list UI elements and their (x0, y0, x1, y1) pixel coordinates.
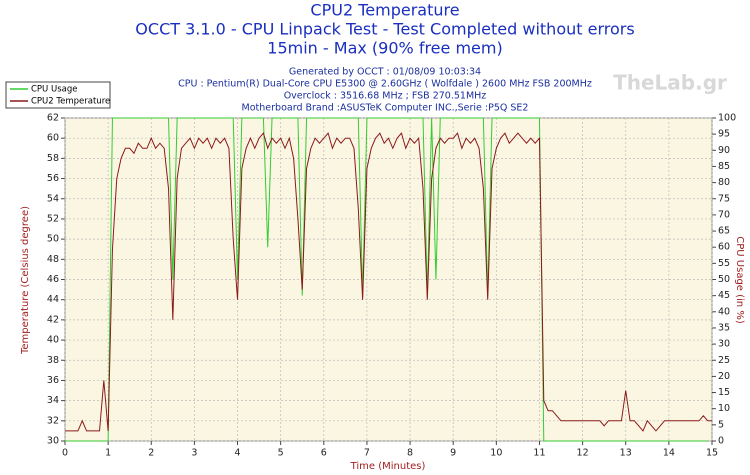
subtitle-line: Motherboard Brand :ASUSTeK Computer INC.… (242, 103, 529, 114)
y2-axis-label: CPU Usage (in %) (734, 236, 745, 324)
legend-label: CPU Usage (31, 85, 77, 95)
y-tick-label: 58 (47, 153, 59, 164)
chart-title-line: 15min - Max (90% free mem) (267, 39, 502, 58)
y-tick-label: 54 (47, 193, 59, 204)
y-tick-label: 34 (47, 395, 59, 406)
y2-tick-label: 100 (718, 113, 736, 124)
x-tick-label: 15 (706, 448, 718, 459)
x-tick-label: 14 (663, 448, 675, 459)
y2-tick-label: 30 (718, 339, 730, 350)
x-tick-label: 13 (620, 448, 632, 459)
x-tick-label: 1 (105, 448, 111, 459)
x-tick-label: 4 (235, 448, 241, 459)
y2-tick-label: 5 (718, 419, 724, 430)
y2-tick-label: 85 (718, 161, 730, 172)
x-tick-label: 8 (407, 448, 413, 459)
y-tick-label: 60 (47, 133, 59, 144)
y2-tick-label: 10 (718, 403, 730, 414)
y-tick-label: 52 (47, 213, 59, 224)
x-tick-label: 9 (450, 448, 456, 459)
y2-tick-label: 35 (718, 322, 730, 333)
y2-tick-label: 80 (718, 177, 730, 188)
x-tick-label: 7 (364, 448, 370, 459)
y-tick-label: 38 (47, 355, 59, 366)
chart-title-line: OCCT 3.1.0 - CPU Linpack Test - Test Com… (135, 20, 634, 39)
y2-tick-label: 95 (718, 129, 730, 140)
y-tick-label: 36 (47, 375, 59, 386)
y-tick-label: 46 (47, 274, 59, 285)
x-tick-label: 5 (278, 448, 284, 459)
y2-tick-label: 50 (718, 274, 730, 285)
y2-tick-label: 15 (718, 387, 730, 398)
y2-tick-label: 25 (718, 355, 730, 366)
chart-title: CPU2 Temperature (310, 1, 459, 20)
x-tick-label: 0 (62, 448, 68, 459)
y-tick-label: 32 (47, 415, 59, 426)
x-tick-label: 12 (577, 448, 589, 459)
y2-tick-label: 45 (718, 290, 730, 301)
legend-box (5, 81, 111, 109)
y-axis-label: Temperature (Celsius degree) (20, 206, 31, 355)
y-tick-label: 30 (47, 436, 59, 447)
y-tick-label: 50 (47, 234, 59, 245)
legend-label: CPU2 Temperature (31, 97, 110, 107)
y-tick-label: 42 (47, 314, 59, 325)
subtitle-line: Overclock : 3516.68 MHz ; FSB 270.51MHz (284, 91, 487, 102)
y-tick-label: 48 (47, 254, 59, 265)
series-line (65, 117, 708, 442)
y-tick-label: 56 (47, 173, 59, 184)
y2-tick-label: 70 (718, 209, 730, 220)
subtitle-line: Generated by OCCT : 01/08/09 10:03:34 (289, 67, 481, 78)
subtitle-line: CPU : Pentium(R) Dual-Core CPU E5300 @ 2… (178, 79, 592, 90)
x-tick-label: 10 (490, 448, 502, 459)
x-tick-label: 3 (191, 448, 197, 459)
series-line (65, 132, 712, 432)
y2-tick-label: 55 (718, 258, 730, 269)
y-tick-label: 44 (47, 294, 59, 305)
y-tick-label: 40 (47, 335, 59, 346)
y2-tick-label: 90 (718, 145, 730, 156)
y2-tick-label: 0 (718, 436, 724, 447)
x-tick-label: 11 (533, 448, 545, 459)
x-axis-label: Time (Minutes) (350, 461, 426, 472)
y2-tick-label: 75 (718, 193, 730, 204)
y2-tick-label: 20 (718, 371, 730, 382)
x-tick-label: 6 (321, 448, 327, 459)
x-tick-label: 2 (148, 448, 154, 459)
y2-tick-label: 65 (718, 226, 730, 237)
y2-tick-label: 40 (718, 306, 730, 317)
watermark: TheLab.gr (613, 71, 727, 95)
y2-tick-label: 60 (718, 242, 730, 253)
y-tick-label: 62 (47, 113, 59, 124)
